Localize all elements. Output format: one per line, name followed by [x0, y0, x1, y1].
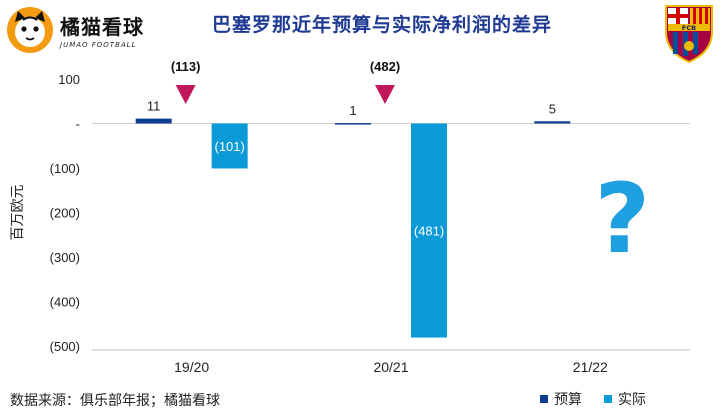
y-tick-label: 100 [58, 72, 80, 87]
cat-logo-icon [7, 7, 53, 53]
question-mark-icon: ? [594, 163, 650, 275]
data-label-actual: (481) [414, 224, 444, 239]
down-triangle-icon [375, 85, 395, 104]
data-label-budget: 1 [349, 103, 356, 118]
difference-label: (482) [370, 59, 400, 74]
y-tick-label: (100) [50, 161, 80, 176]
data-label-actual: (101) [214, 139, 244, 154]
bar-budget [135, 118, 172, 124]
legend-label-actual: 实际 [618, 391, 646, 407]
bar-budget [335, 123, 371, 125]
y-tick-label: (200) [50, 206, 80, 221]
y-axis-label: 百万欧元 [10, 185, 26, 241]
bar-actual [211, 123, 248, 169]
brand-name: 橘猫看球 [60, 15, 144, 39]
x-tick-label: 20/21 [373, 359, 408, 375]
legend-item-budget: 预算 [540, 389, 582, 409]
brand-subtitle: JUMAO FOOTBALL [60, 41, 137, 49]
legend-item-actual: 实际 [604, 389, 646, 409]
bar-actual [411, 123, 447, 338]
bar-budget [534, 121, 571, 124]
y-tick-label: (300) [50, 250, 80, 265]
x-tick-label: 19/20 [174, 359, 209, 375]
brand-logo: 橘猫看球 JUMAO FOOTBALL [6, 6, 144, 54]
data-label-budget: 5 [549, 101, 556, 116]
legend: 预算 实际 [540, 389, 646, 409]
legend-swatch-actual [604, 395, 612, 403]
fcb-crest-icon: FCB [665, 5, 713, 64]
legend-label-budget: 预算 [554, 391, 582, 407]
data-label-budget: 11 [147, 99, 161, 114]
source-note: 数据来源：俱乐部年报；橘猫看球 [10, 392, 220, 408]
chart-title: 巴塞罗那近年预算与实际净利润的差异 [212, 14, 553, 36]
y-tick-label: (500) [50, 339, 80, 354]
x-tick-label: 21/22 [573, 359, 608, 375]
down-triangle-icon [175, 85, 196, 104]
crest-letters: FCB [682, 24, 696, 32]
difference-label: (113) [171, 59, 201, 74]
y-tick-label: - [76, 117, 80, 132]
y-tick-label: (400) [50, 295, 80, 310]
legend-swatch-budget [540, 395, 548, 403]
